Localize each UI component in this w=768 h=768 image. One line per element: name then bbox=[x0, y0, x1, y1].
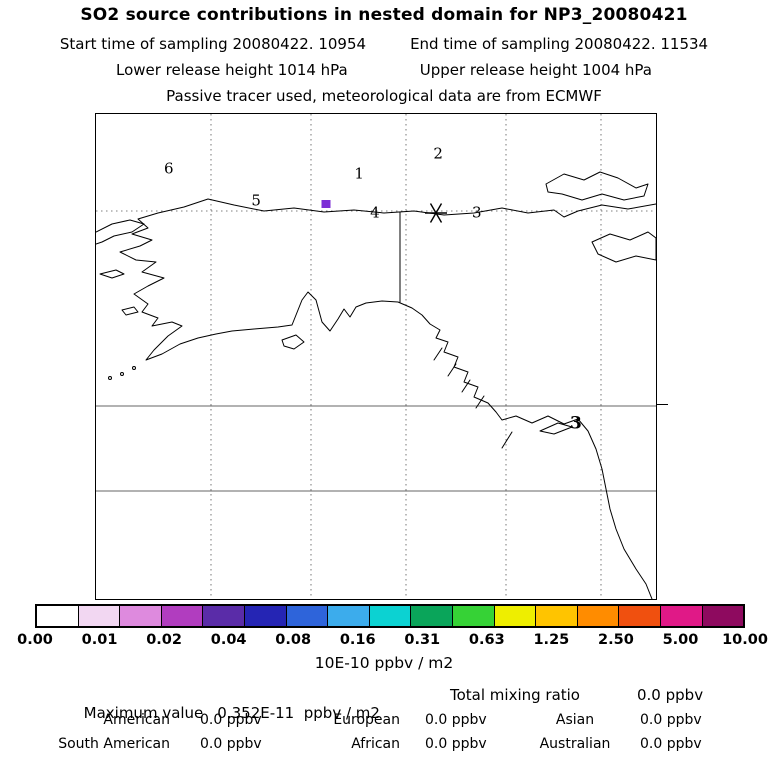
map-edge-tick-line bbox=[656, 404, 668, 405]
sampling-start-text: Start time of sampling 20080422. 10954 bbox=[59, 35, 367, 53]
colorbar-segment bbox=[328, 606, 370, 626]
map-frame: 6 1 2 5 4 3 3 bbox=[95, 113, 657, 600]
map-region-label: 5 bbox=[251, 191, 261, 210]
colorbar-tick-label: 1.25 bbox=[533, 632, 570, 648]
region-value-american: 0.0 ppbv bbox=[200, 712, 262, 728]
sampling-time-line: Start time of sampling 20080422. 10954 E… bbox=[0, 35, 768, 53]
colorbar-segment bbox=[286, 606, 329, 626]
colorbar-segment bbox=[660, 606, 703, 626]
colorbar-tick-label: 10.00 bbox=[722, 632, 768, 648]
colorbar-segment bbox=[37, 606, 79, 626]
colorbar-segment bbox=[411, 606, 453, 626]
coastlines bbox=[96, 171, 656, 599]
island-vancouver bbox=[539, 422, 573, 435]
total-mixing-ratio-value: 0.0 ppbv bbox=[637, 686, 704, 704]
lower-release-text: Lower release height 1014 hPa bbox=[115, 61, 348, 79]
page-title: SO2 source contributions in nested domai… bbox=[80, 5, 688, 25]
aleutian-islet bbox=[132, 366, 136, 370]
islands-panhandle bbox=[433, 347, 485, 409]
region-value-australian: 0.0 ppbv bbox=[640, 736, 702, 752]
map-region-label: 1 bbox=[354, 164, 364, 183]
region-value-european: 0.0 ppbv bbox=[425, 712, 487, 728]
colorbar-tick-label: 0.08 bbox=[275, 632, 312, 648]
colorbar-tick-label: 5.00 bbox=[662, 632, 699, 648]
colorbar bbox=[35, 604, 745, 628]
colorbar-tick-label: 0.00 bbox=[17, 632, 53, 648]
release-point-marker bbox=[321, 200, 331, 209]
region-label-south-american: South American bbox=[58, 736, 170, 752]
map-svg bbox=[96, 114, 656, 599]
colorbar-segment bbox=[577, 606, 620, 626]
source-contribution-row-1: American 0.0 ppbv European 0.0 ppbv Asia… bbox=[0, 712, 768, 728]
colorbar-tick-label: 0.04 bbox=[210, 632, 247, 648]
station-asterisk-marker bbox=[424, 202, 448, 224]
aleutian-islet bbox=[108, 376, 112, 380]
region-value-south-american: 0.0 ppbv bbox=[200, 736, 262, 752]
grid-lines bbox=[96, 114, 656, 599]
colorbar-segment bbox=[452, 606, 495, 626]
colorbar-segment bbox=[161, 606, 204, 626]
upper-release-text: Upper release height 1004 hPa bbox=[419, 61, 652, 79]
colorbar-ticks: 0.00 0.01 0.02 0.04 0.08 0.16 0.31 0.63 1.25 2.50… bbox=[17, 632, 768, 650]
region-value-asian: 0.0 ppbv bbox=[640, 712, 702, 728]
tracer-text: Passive tracer used, meteorological data… bbox=[166, 87, 602, 105]
colorbar-segment bbox=[619, 606, 661, 626]
coastline-mainland bbox=[119, 198, 656, 599]
map-overlay: 6 1 2 5 4 3 3 bbox=[96, 114, 656, 599]
map-region-label: 6 bbox=[164, 159, 174, 178]
map-region-label: 2 bbox=[433, 144, 443, 163]
max-value: 0.352E-11 ppbv / m2 bbox=[217, 704, 380, 722]
colorbar-tick-label: 0.16 bbox=[339, 632, 376, 648]
region-label-american: American bbox=[103, 712, 170, 728]
colorbar-segment bbox=[536, 606, 578, 626]
colorbar-tick-label: 0.63 bbox=[468, 632, 505, 648]
max-value-label: Maximum value bbox=[83, 704, 204, 722]
aleutian-islet bbox=[120, 372, 124, 376]
colorbar-segment bbox=[203, 606, 245, 626]
colorbar-segment bbox=[702, 606, 744, 626]
coastline-chukotka bbox=[96, 219, 145, 245]
island-nunivak bbox=[121, 306, 139, 316]
stats-summary-row: Maximum value 0.352E-11 ppbv / m2 Total m… bbox=[0, 686, 768, 740]
arctic-island-a bbox=[545, 171, 649, 201]
sampling-end-text: End time of sampling 20080422. 11534 bbox=[410, 35, 709, 53]
region-value-african: 0.0 ppbv bbox=[425, 736, 487, 752]
colorbar-tick-label: 0.02 bbox=[146, 632, 182, 648]
total-mixing-ratio-label: Total mixing ratio bbox=[449, 686, 580, 704]
tracer-line: Passive tracer used, meteorological data… bbox=[0, 87, 768, 105]
release-height-line: Lower release height 1014 hPa Upper rele… bbox=[0, 61, 768, 79]
colorbar-tick-label: 0.01 bbox=[81, 632, 118, 648]
region-label-australian: Australian bbox=[539, 736, 611, 752]
arctic-island-b bbox=[591, 231, 656, 263]
map-region-label: 3 bbox=[569, 413, 582, 434]
island-haida-gwaii bbox=[501, 431, 513, 449]
island-kodiak bbox=[281, 334, 305, 350]
colorbar-segment bbox=[78, 606, 121, 626]
colorbar-segment bbox=[494, 606, 537, 626]
region-label-asian: Asian bbox=[555, 712, 595, 728]
colorbar-tick-label: 2.50 bbox=[598, 632, 634, 648]
region-label-european: European bbox=[333, 712, 400, 728]
island-st-lawrence bbox=[99, 269, 125, 279]
map-region-label: 3 bbox=[472, 203, 482, 222]
map-region-label: 4 bbox=[370, 203, 380, 222]
colorbar-tick-label: 0.31 bbox=[404, 632, 441, 648]
region-label-african: African bbox=[351, 736, 400, 752]
colorbar-units-label: 10E-10 ppbv / m2 bbox=[314, 654, 454, 672]
colorbar-segment bbox=[369, 606, 412, 626]
colorbar-segment bbox=[244, 606, 287, 626]
colorbar-segment bbox=[120, 606, 162, 626]
source-contribution-row-2: South American 0.0 ppbv African 0.0 ppbv… bbox=[0, 736, 768, 752]
